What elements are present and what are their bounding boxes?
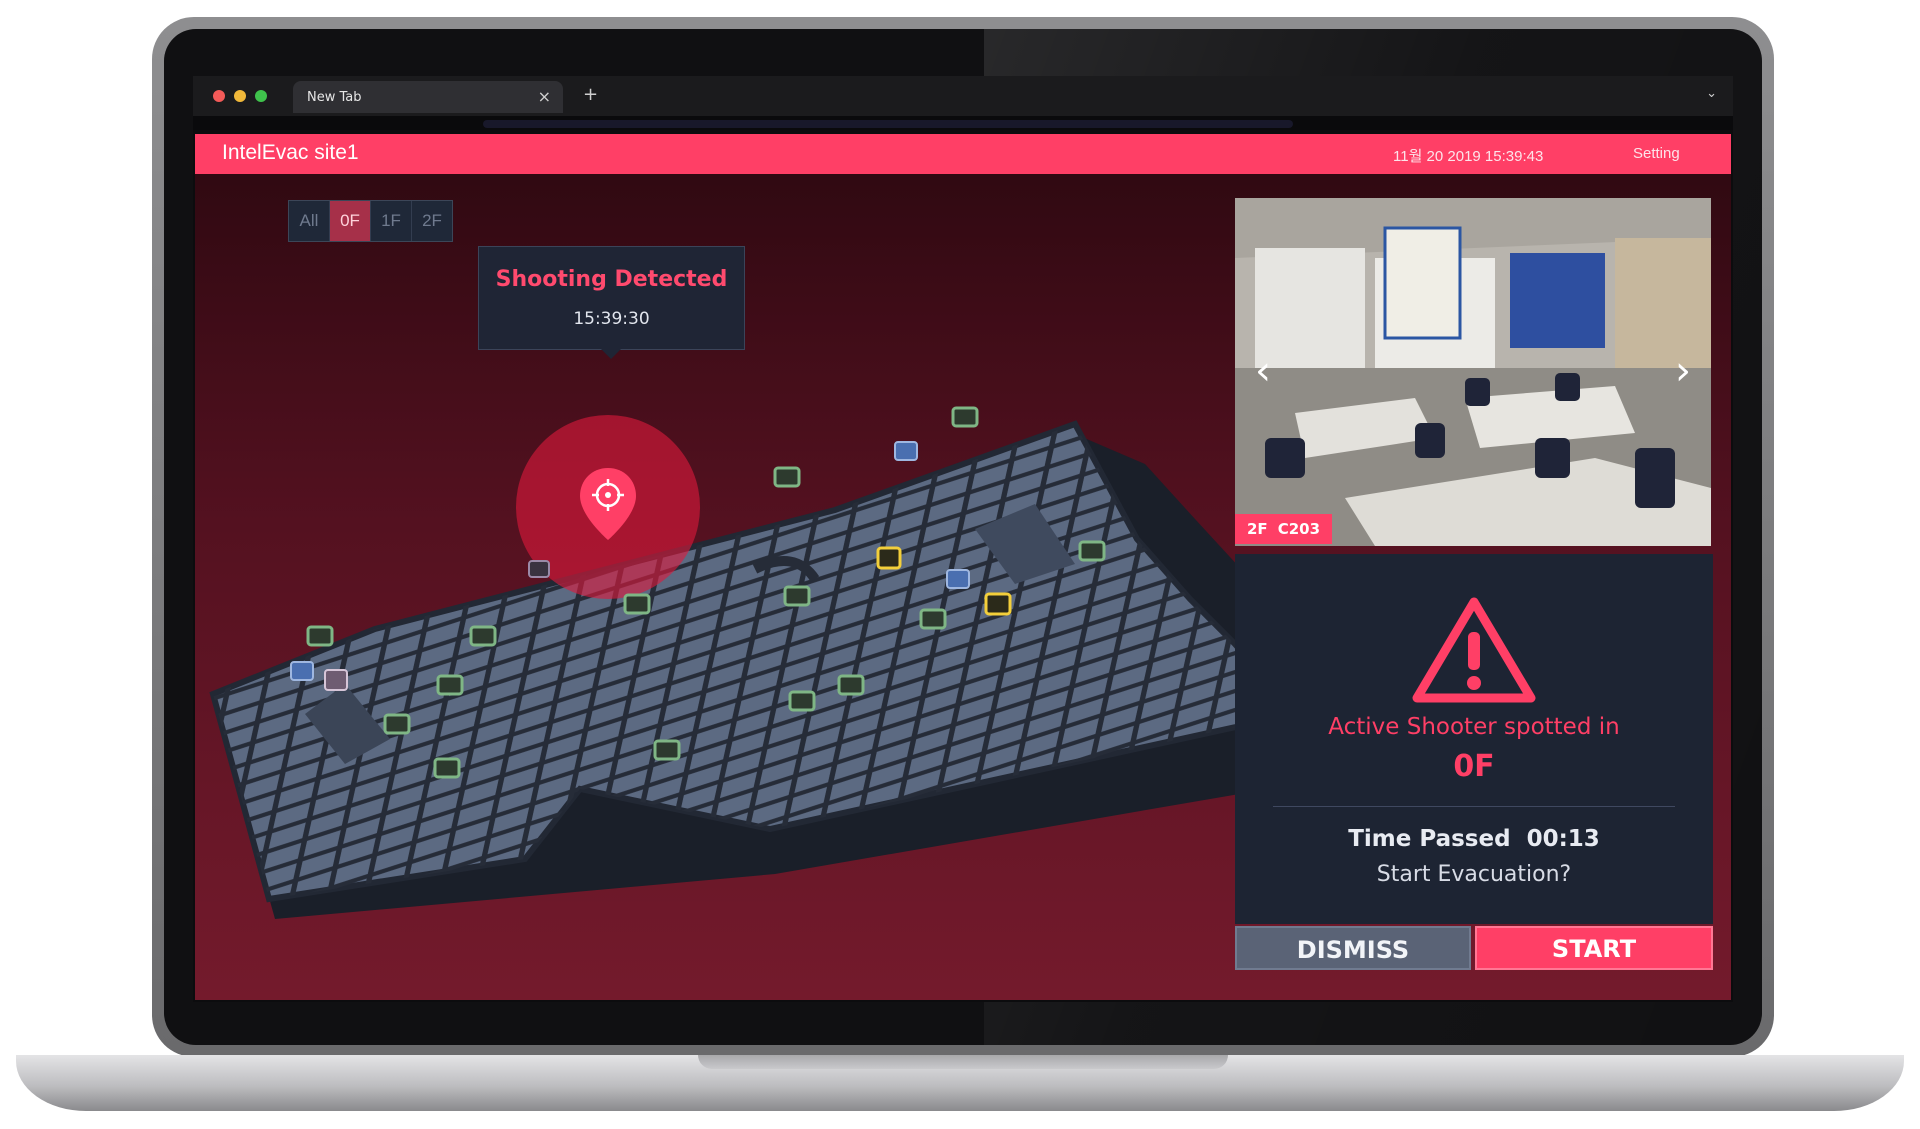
classroom-image [1235,198,1711,546]
camera-icon[interactable] [946,569,970,589]
floor-tab-0f[interactable]: 0F [330,201,371,241]
exit-sign-icon[interactable] [436,674,464,696]
address-bar[interactable] [483,120,1293,128]
stairwell-block [305,684,390,764]
browser-tab[interactable]: New Tab × [293,81,563,113]
shooting-detected-callout: Shooting Detected 15:39:30 [478,246,745,350]
chevron-down-icon[interactable]: ⌄ [1706,86,1717,101]
alarm-camera-icon[interactable] [876,546,902,570]
alarm-camera-icon[interactable] [984,592,1012,616]
evacuation-alert-panel: Active Shooter spotted in 0F Time Passed… [1235,554,1713,924]
callout-title: Shooting Detected [495,267,728,292]
tab-close-icon[interactable]: × [537,87,551,106]
floor-tab-all[interactable]: All [289,201,330,241]
floor-tab-2f[interactable]: 2F [422,211,442,230]
camera-prev-button[interactable]: ‹ [1255,348,1271,394]
exit-sign-icon[interactable] [951,406,979,428]
evacuation-app: IntelEvac site1 11월 20 2019 15:39:43 Set… [195,134,1731,1000]
exit-sign-icon[interactable] [919,608,947,630]
floor-tab-1f[interactable]: 1F [371,201,412,241]
camera-next-button[interactable]: › [1675,348,1691,394]
exit-sign-icon[interactable] [1078,540,1106,562]
time-passed: Time Passed 00:13 [1235,826,1713,852]
laptop-hinge-notch [698,1055,1228,1069]
site-title: IntelEvac site1 [222,141,359,164]
exit-sign-icon[interactable] [433,757,461,779]
exit-sign-icon[interactable] [306,625,334,647]
app-header: IntelEvac site1 11월 20 2019 15:39:43 Set… [195,134,1731,174]
camera-icon[interactable] [290,661,314,681]
callout-pointer [600,348,622,359]
exit-sign-icon[interactable] [653,739,681,761]
dismiss-button[interactable]: DISMISS [1235,926,1471,970]
location-target-icon[interactable] [580,468,636,540]
camera-feed[interactable]: ‹ › 2F C203 [1235,198,1711,546]
curved-wall [752,556,820,583]
shooter-message: Active Shooter spotted in [1328,714,1620,740]
camera-icon[interactable] [894,441,918,461]
callout-time: 15:39:30 [573,309,650,329]
shooter-floor: 0F [1453,749,1495,784]
window-maximize-button[interactable] [255,90,267,102]
exit-sign-icon[interactable] [837,674,865,696]
floor-plan-rooms [213,424,1235,899]
warning-triangle-icon [1412,597,1536,703]
tab-title: New Tab [307,90,362,105]
window-minimize-button[interactable] [234,90,246,102]
time-passed-value: 00:13 [1526,826,1600,852]
exit-sign-icon[interactable] [783,585,811,607]
floor-selector: All 0F 1F 2F [288,200,453,242]
panel-divider [1273,806,1675,807]
camera-location-tag: 2F C203 [1235,514,1333,544]
window-close-button[interactable] [213,90,225,102]
camera-room: C203 [1277,520,1321,538]
exit-sign-icon[interactable] [773,466,801,488]
start-evacuation-button[interactable]: START [1475,926,1713,970]
exit-sign-icon[interactable] [469,625,497,647]
atrium-block [975,504,1075,584]
evacuation-question: Start Evacuation? [1376,862,1572,887]
new-tab-button[interactable]: + [583,84,599,105]
current-datetime: 11월 20 2019 15:39:43 [1393,148,1544,165]
setting-link[interactable]: Setting [1633,145,1680,162]
camera-floor: 2F [1247,520,1268,538]
browser-tabbar: New Tab × + ⌄ [193,76,1733,116]
floor-plan-map[interactable] [195,174,1235,1000]
browser-window: New Tab × + ⌄ IntelEvac site1 11월 20 201… [193,76,1733,1002]
exit-sign-icon[interactable] [383,713,411,735]
door-icon[interactable] [324,669,348,691]
exit-sign-icon[interactable] [788,690,816,712]
exit-sign-icon[interactable] [623,593,651,615]
door-icon[interactable] [528,560,550,578]
time-passed-label: Time Passed [1348,826,1511,852]
